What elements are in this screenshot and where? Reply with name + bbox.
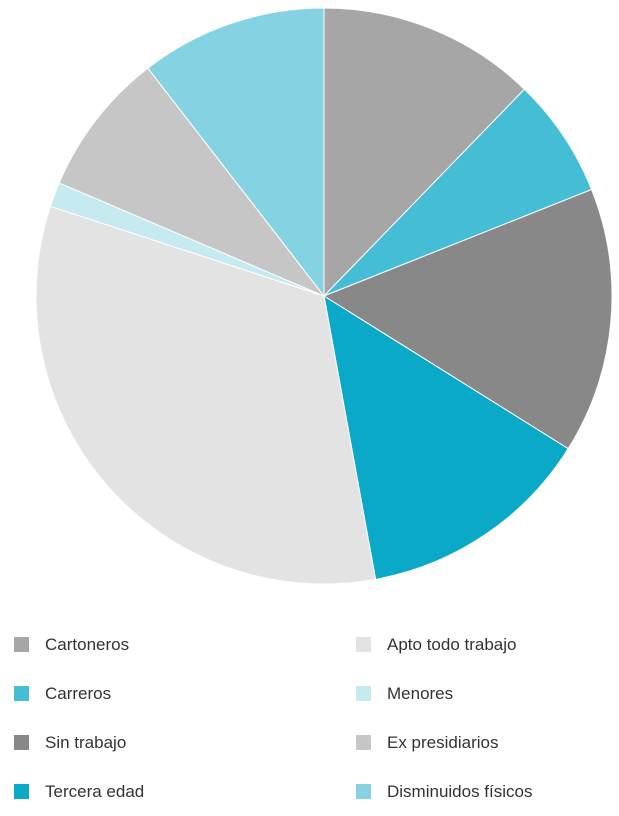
pie-slice-apto-todo-trabajo bbox=[35, 205, 377, 585]
legend-swatch-menores bbox=[356, 686, 371, 701]
legend-swatch-cartoneros bbox=[14, 637, 29, 652]
legend-item-disminuidos-fisicos: Disminuidos físicos bbox=[356, 767, 619, 816]
legend-swatch-sin-trabajo bbox=[14, 735, 29, 750]
legend-label-disminuidos-fisicos: Disminuidos físicos bbox=[387, 781, 533, 801]
legend-label-carreros: Carreros bbox=[45, 683, 112, 703]
pie-slice-cartoneros bbox=[323, 7, 526, 298]
legend-swatch-ex-presidiarios bbox=[356, 735, 371, 750]
chart-legend: Cartoneros Carreros Sin trabajo Tercera … bbox=[0, 620, 619, 804]
pie-slice-ex-presidiarios bbox=[58, 67, 326, 298]
legend-label-ex-presidiarios: Ex presidiarios bbox=[387, 732, 499, 752]
legend-item-apto-todo-trabajo: Apto todo trabajo bbox=[356, 620, 619, 669]
legend-label-tercera-edad: Tercera edad bbox=[45, 781, 145, 801]
pie-chart bbox=[35, 7, 613, 585]
legend-swatch-apto-todo-trabajo bbox=[356, 637, 371, 652]
pie-slice-carreros bbox=[323, 88, 593, 297]
legend-item-sin-trabajo: Sin trabajo bbox=[14, 718, 294, 767]
legend-swatch-disminuidos-fisicos bbox=[356, 784, 371, 799]
legend-item-tercera-edad: Tercera edad bbox=[14, 767, 294, 816]
pie-slice-disminuidos-fisicos bbox=[147, 7, 325, 298]
legend-label-sin-trabajo: Sin trabajo bbox=[45, 732, 127, 752]
legend-label-cartoneros: Cartoneros bbox=[45, 634, 130, 654]
legend-swatch-carreros bbox=[14, 686, 29, 701]
pie-slice-sin-trabajo bbox=[322, 188, 613, 450]
legend-swatch-tercera-edad bbox=[14, 784, 29, 799]
pie-slice-tercera-edad bbox=[323, 294, 569, 580]
legend-item-menores: Menores bbox=[356, 669, 619, 718]
legend-item-ex-presidiarios: Ex presidiarios bbox=[356, 718, 619, 767]
legend-column-right: Apto todo trabajo Menores Ex presidiario… bbox=[356, 620, 619, 816]
legend-label-menores: Menores bbox=[387, 683, 454, 703]
legend-label-apto-todo-trabajo: Apto todo trabajo bbox=[387, 634, 517, 654]
legend-item-cartoneros: Cartoneros bbox=[14, 620, 294, 669]
legend-column-left: Cartoneros Carreros Sin trabajo Tercera … bbox=[14, 620, 294, 816]
legend-item-carreros: Carreros bbox=[14, 669, 294, 718]
